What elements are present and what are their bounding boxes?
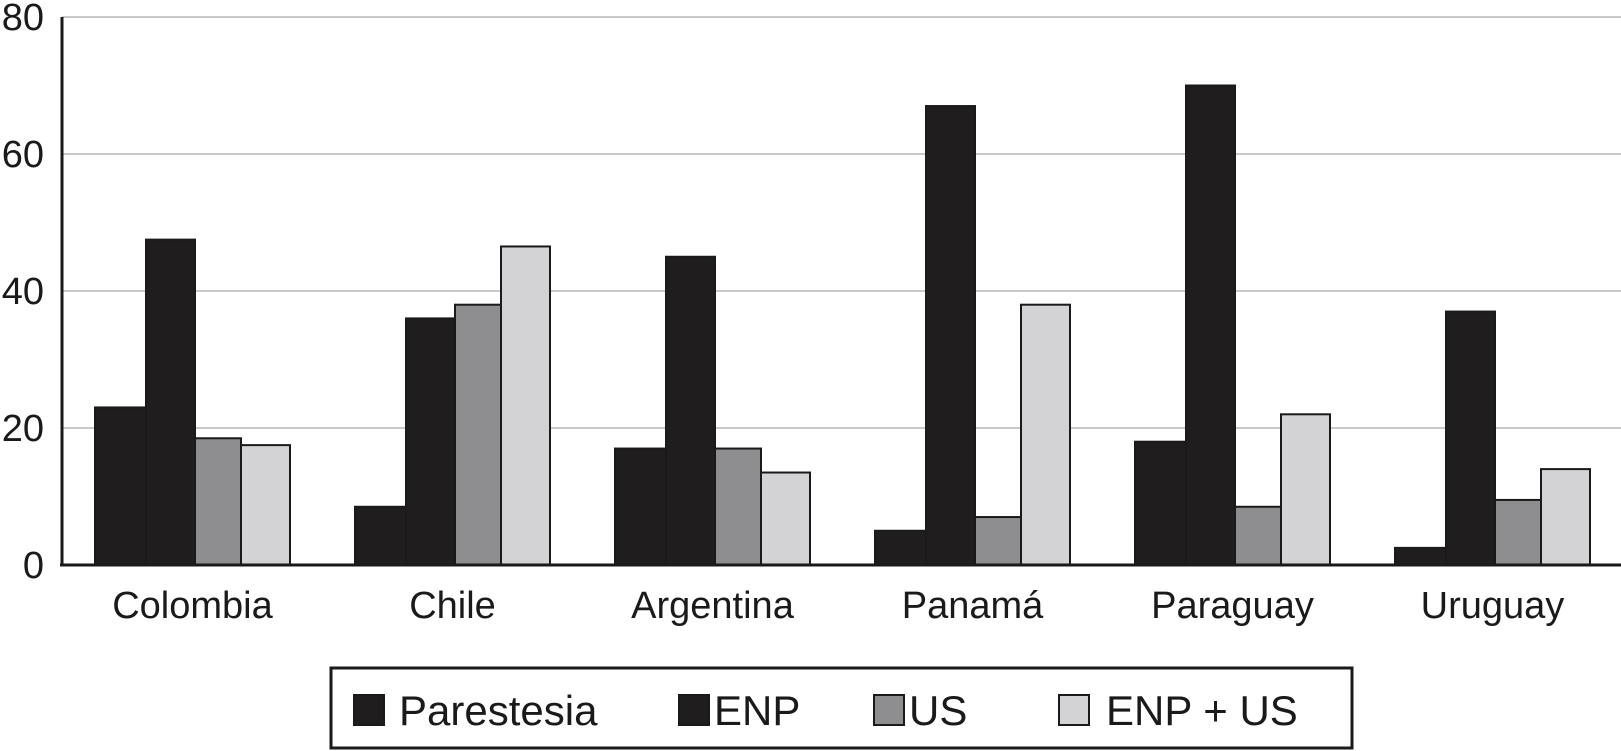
legend-box [329,666,1354,750]
bar-colombia-us [194,437,242,566]
bars [94,84,1591,567]
x-category-label: Colombia [112,585,273,627]
gridlines [62,16,1621,429]
axes [60,17,1621,567]
legend-label: US [909,687,967,734]
y-tick-label: 40 [2,271,44,313]
bar-uruguay-enp [1445,310,1496,566]
bar-chile-enp [405,317,456,566]
bar-argentina-parestesia [614,447,667,566]
bar-chile-parestesia [354,505,407,566]
bar-panamá-enp-us [1020,303,1071,566]
bar-panamá-us [974,516,1022,566]
bar-uruguay-enp-us [1540,468,1591,567]
x-category-labels: Colombia Chile Argentina Panamá Paraguay Urug… [112,585,1564,627]
bar-colombia-parestesia [94,406,147,567]
legend-swatch [873,694,905,726]
legend-label: ENP + US [1106,687,1298,734]
legend-swatch [678,694,710,726]
bar-paraguay-enp [1185,84,1236,566]
bar-paraguay-enp-us [1280,413,1331,566]
bar-chile-us [454,303,502,566]
bar-paraguay-us [1234,505,1282,566]
bar-chile-enp-us [500,245,551,566]
x-category-label: Chile [409,585,496,627]
y-tick-label: 80 [2,0,44,39]
bar-uruguay-parestesia [1394,546,1447,566]
x-category-label: Paraguay [1151,585,1314,627]
bar-paraguay-parestesia [1134,440,1187,567]
legend-label: Parestesia [399,687,598,734]
legend-swatch [353,694,385,726]
legend: Parestesia ENP US ENP + US [329,666,1354,750]
bar-argentina-enp [665,255,716,566]
x-category-label: Uruguay [1421,585,1565,627]
y-tick-label: 20 [2,408,44,450]
y-tick-label: 60 [2,134,44,176]
y-tick-labels: 0 20 40 60 80 [2,0,44,587]
x-category-label: Argentina [631,585,795,627]
y-tick-label: 0 [23,545,44,587]
bar-panamá-enp [925,105,976,567]
bar-uruguay-us [1494,498,1542,566]
bar-colombia-enp-us [240,444,291,566]
legend-label: ENP [714,687,800,734]
bar-panamá-parestesia [874,529,927,566]
x-category-label: Panamá [902,585,1044,627]
bar-colombia-enp [145,238,196,566]
legend-swatch [1058,694,1090,726]
bar-argentina-us [714,447,762,566]
bar-argentina-enp-us [760,471,811,566]
